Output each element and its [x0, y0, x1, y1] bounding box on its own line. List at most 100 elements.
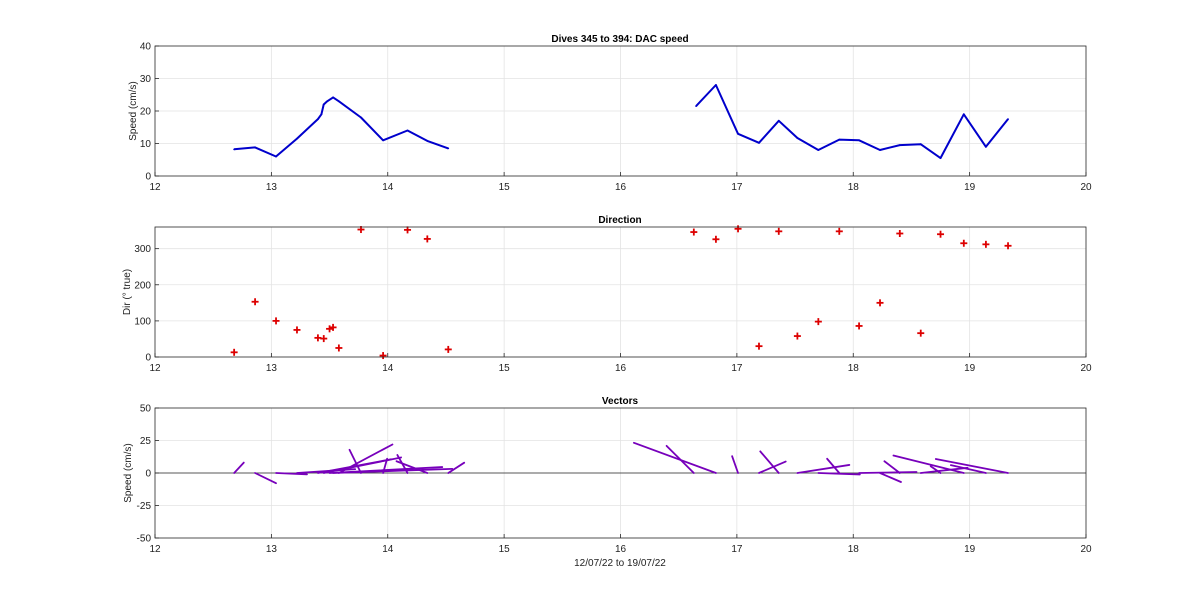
direction-plus-marker	[734, 225, 742, 233]
direction-xtick-label: 16	[615, 363, 627, 374]
vectors-ytick-label: -25	[137, 501, 152, 512]
direction-plus-marker	[272, 317, 280, 325]
vectors-ytick-label: 50	[140, 404, 152, 415]
speed-panel-frame	[154, 45, 1087, 177]
vector-stick	[826, 457, 841, 474]
vector-stick	[892, 454, 965, 474]
vector-stick	[382, 457, 389, 474]
speed-data-point	[320, 113, 323, 116]
direction-ytick-label: 200	[134, 280, 151, 291]
direction-plus-marker	[712, 235, 720, 243]
direction-plus-marker	[379, 352, 387, 360]
vector-stick	[883, 460, 901, 474]
vector-stick	[796, 464, 851, 474]
direction-plus-marker	[937, 230, 945, 238]
vectors-ytick-label: 0	[145, 469, 151, 480]
vector-stick	[759, 450, 780, 474]
vectors-ytick-label: -50	[137, 534, 152, 545]
direction-plus-marker	[423, 235, 431, 243]
vectors-xtick-label: 19	[964, 544, 976, 555]
speed-data-point	[879, 149, 881, 151]
direction-plus-marker	[960, 239, 968, 247]
speed-panel: Dives 345 to 394: DAC speed Speed (cm/s)…	[128, 34, 1092, 193]
direction-plus-marker	[1004, 242, 1012, 250]
direction-plus-marker	[755, 342, 763, 350]
vector-stick	[879, 472, 902, 483]
direction-plus-marker	[896, 230, 904, 237]
direction-xtick-label: 14	[382, 363, 394, 374]
speed-data-point	[817, 149, 820, 151]
speed-data-point	[447, 147, 450, 150]
speed-xtick-label: 12	[149, 182, 161, 193]
vectors-panel: Vectors Speed (cm/s) 12/07/22 to 19/07/2…	[123, 396, 1092, 569]
vector-stick	[348, 448, 362, 474]
direction-panel: Direction Dir (° true) 12 13 14 15 16 17 18 19 2…	[122, 215, 1092, 374]
vector-stick	[275, 472, 308, 476]
vector-stick	[858, 471, 918, 474]
direction-xtick-label: 18	[848, 363, 860, 374]
speed-data-point	[919, 143, 922, 146]
vector-stick	[254, 472, 277, 485]
speed-data-point	[715, 84, 717, 86]
direction-plus-marker	[293, 326, 301, 334]
direction-xtick-label: 15	[499, 363, 511, 374]
direction-xtick-label: 12	[149, 363, 161, 374]
speed-data-point	[737, 132, 739, 135]
direction-ytick-label: 100	[134, 316, 151, 327]
speed-data-point	[985, 145, 987, 148]
direction-xtick-label: 17	[731, 363, 743, 374]
vectors-xtick-label: 12	[149, 544, 161, 555]
speed-xtick-label: 20	[1080, 182, 1092, 193]
speed-data-point	[777, 119, 780, 122]
direction-plus-marker	[814, 318, 822, 326]
vector-stick	[758, 460, 787, 474]
vectors-xtick-label: 16	[615, 544, 627, 555]
speed-data-point	[233, 148, 236, 151]
direction-panel-ylabel: Dir (° true)	[122, 269, 133, 315]
vectors-xtick-label: 20	[1080, 544, 1092, 555]
speed-data-point	[898, 144, 901, 147]
speed-data-point	[962, 113, 965, 116]
speed-panel-ylabel: Speed (cm/s)	[128, 81, 139, 140]
speed-data-point	[426, 140, 429, 142]
speed-xtick-label: 17	[731, 182, 743, 193]
speed-ytick-label: 0	[145, 172, 151, 183]
vector-stick	[332, 467, 454, 474]
vectors-xtick-label: 13	[266, 544, 278, 555]
vectors-xtick-label: 17	[731, 544, 743, 555]
vector-stick	[233, 461, 245, 474]
speed-data-point	[382, 139, 384, 142]
direction-plus-marker	[775, 227, 783, 235]
speed-data-point	[758, 141, 760, 144]
direction-plus-marker	[444, 345, 452, 353]
speed-data-point	[254, 146, 256, 149]
direction-plus-marker	[329, 323, 337, 331]
speed-data-point	[406, 129, 409, 132]
speed-xtick-label: 18	[848, 182, 860, 193]
speed-panel-title: Dives 345 to 394: DAC speed	[551, 34, 688, 45]
vectors-xtick-label: 18	[848, 544, 860, 555]
direction-plus-marker	[855, 322, 863, 330]
direction-plus-marker	[404, 226, 412, 234]
vectors-panel-title: Vectors	[602, 396, 639, 407]
vector-stick	[731, 455, 739, 474]
direction-panel-title: Direction	[598, 215, 641, 226]
speed-data-point	[1007, 118, 1009, 121]
vector-stick	[919, 466, 969, 474]
vector-stick	[949, 464, 987, 474]
speed-series-line	[695, 84, 1009, 160]
vector-stick	[934, 458, 1009, 474]
direction-plus-marker	[251, 298, 259, 306]
direction-xtick-label: 19	[964, 363, 976, 374]
direction-ytick-label: 300	[134, 244, 151, 255]
speed-data-point	[322, 103, 325, 106]
speed-xtick-label: 19	[964, 182, 976, 193]
vector-stick	[322, 456, 402, 474]
vectors-ytick-label: 25	[140, 436, 152, 447]
direction-plus-marker	[320, 335, 328, 343]
vectors-xtick-label: 14	[382, 544, 394, 555]
direction-plus-marker	[793, 332, 801, 340]
direction-plus-marker	[876, 299, 884, 307]
vectors-panel-xlabel: 12/07/22 to 19/07/22	[574, 558, 666, 569]
